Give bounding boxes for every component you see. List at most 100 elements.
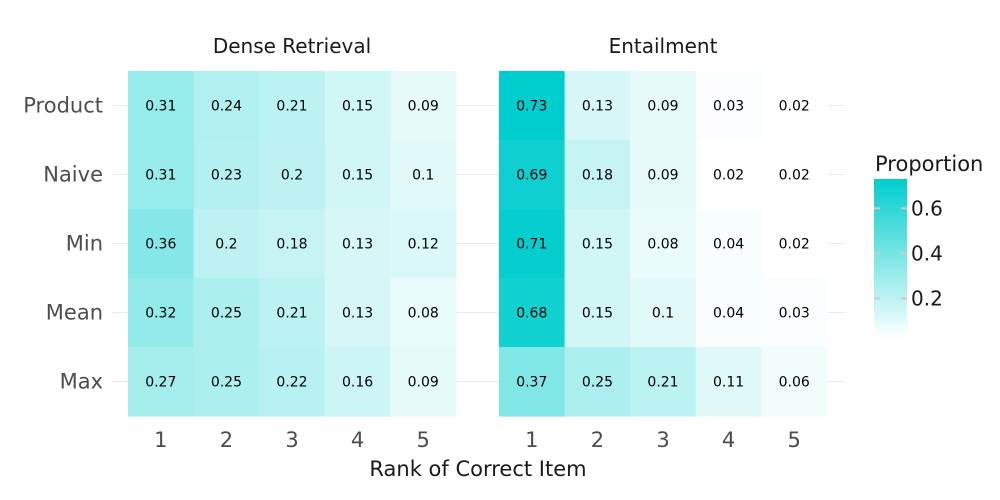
- heatmap-cell: [193, 209, 260, 279]
- heatmap-cell: [324, 71, 391, 141]
- cell-value-label: 0.21: [276, 99, 307, 115]
- heatmap-cell: [499, 71, 566, 141]
- cell-value-label: 0.36: [145, 237, 176, 253]
- heatmap-cell: [630, 71, 697, 141]
- legend-tick-label: 0.4: [911, 241, 943, 265]
- x-tick-label: 3: [285, 428, 298, 452]
- heatmap-cell: [499, 140, 566, 210]
- cell-value-label: 0.1: [652, 306, 674, 322]
- x-axis-title: Rank of Correct Item: [369, 457, 586, 481]
- heatmap-cell: [128, 209, 195, 279]
- cell-value-label: 0.02: [779, 237, 810, 253]
- cell-value-label: 0.09: [647, 168, 678, 184]
- cell-value-label: 0.11: [713, 375, 744, 391]
- cell-value-label: 0.23: [211, 168, 242, 184]
- heatmap-cell: [193, 71, 260, 141]
- heatmap-cell: [564, 209, 631, 279]
- heatmap-cell: [564, 71, 631, 141]
- x-tick-label: 2: [591, 428, 604, 452]
- cell-value-label: 0.09: [647, 99, 678, 115]
- heatmap-cell: [390, 347, 457, 417]
- x-tick-label: 1: [154, 428, 167, 452]
- heatmap-cell: [630, 278, 697, 348]
- heatmap-cell: [259, 209, 326, 279]
- legend-title: Proportion: [875, 152, 983, 176]
- cell-value-label: 0.71: [516, 237, 547, 253]
- x-tick-label: 3: [656, 428, 669, 452]
- heatmap-cell: [390, 209, 457, 279]
- cell-value-label: 0.03: [779, 306, 810, 322]
- cell-value-label: 0.21: [647, 375, 678, 391]
- heatmap-cell: [193, 278, 260, 348]
- cell-value-label: 0.21: [276, 306, 307, 322]
- cell-value-label: 0.02: [779, 168, 810, 184]
- heatmap-cell: [499, 209, 566, 279]
- cell-value-label: 0.15: [342, 168, 373, 184]
- cell-value-label: 0.2: [281, 168, 303, 184]
- x-tick-label: 5: [788, 428, 801, 452]
- cell-value-label: 0.04: [713, 306, 744, 322]
- cell-value-label: 0.03: [713, 99, 744, 115]
- cell-value-label: 0.73: [516, 99, 547, 115]
- x-tick-label: 5: [417, 428, 430, 452]
- heatmap-cell: [695, 140, 762, 210]
- heatmap-cell: [259, 347, 326, 417]
- cell-value-label: 0.69: [516, 168, 547, 184]
- heatmap-cell: [761, 71, 828, 141]
- cell-value-label: 0.25: [582, 375, 613, 391]
- cell-value-label: 0.18: [582, 168, 613, 184]
- heatmap-cell: [324, 209, 391, 279]
- heatmap-cell: [630, 209, 697, 279]
- heatmap-cell: [695, 347, 762, 417]
- x-tick-label: 2: [220, 428, 233, 452]
- cell-value-label: 0.13: [342, 306, 373, 322]
- heatmap-cell: [695, 71, 762, 141]
- cell-value-label: 0.09: [408, 99, 439, 115]
- heatmap-cell: [761, 278, 828, 348]
- cell-value-label: 0.18: [276, 237, 307, 253]
- cell-value-label: 0.13: [582, 99, 613, 115]
- heatmap-cell: [259, 278, 326, 348]
- heatmap-cell: [193, 140, 260, 210]
- cell-value-label: 0.13: [342, 237, 373, 253]
- cell-value-label: 0.68: [516, 306, 547, 322]
- legend-tick-label: 0.6: [911, 196, 943, 220]
- x-tick-label: 1: [525, 428, 538, 452]
- heatmap-cell: [324, 278, 391, 348]
- heatmap-cell: [564, 140, 631, 210]
- cell-value-label: 0.12: [408, 237, 439, 253]
- heatmap-cell: [630, 140, 697, 210]
- cell-value-label: 0.1: [412, 168, 434, 184]
- legend-tick-label: 0.2: [911, 286, 943, 310]
- cell-value-label: 0.27: [145, 375, 176, 391]
- y-tick-label: Product: [23, 94, 103, 118]
- heatmap-cell: [695, 209, 762, 279]
- heatmap-cell: [390, 140, 457, 210]
- cell-value-label: 0.2: [215, 237, 237, 253]
- cell-value-label: 0.08: [647, 237, 678, 253]
- heatmap-cell: [390, 278, 457, 348]
- cell-value-label: 0.25: [211, 306, 242, 322]
- y-tick-label: Naive: [43, 163, 103, 187]
- heatmap-cell: [324, 140, 391, 210]
- cell-value-label: 0.32: [145, 306, 176, 322]
- cell-value-label: 0.04: [713, 237, 744, 253]
- y-tick-label: Max: [60, 370, 103, 394]
- cell-value-label: 0.15: [342, 99, 373, 115]
- heatmap-panels: Dense Retrieval 0.31 0.24 0.21 0.15 0.09 0.31 0…: [128, 34, 828, 417]
- heatmap-cell: [128, 278, 195, 348]
- cell-value-label: 0.15: [582, 237, 613, 253]
- cell-value-label: 0.09: [408, 375, 439, 391]
- heatmap-cell: [564, 278, 631, 348]
- cell-value-label: 0.25: [211, 375, 242, 391]
- heatmap-cell: [761, 347, 828, 417]
- x-tick-label: 4: [722, 428, 735, 452]
- cell-value-label: 0.02: [713, 168, 744, 184]
- heatmap-cell: [128, 347, 195, 417]
- heatmap-cell: [761, 140, 828, 210]
- heatmap-cell: [630, 347, 697, 417]
- panel-title: Entailment: [609, 34, 718, 58]
- y-tick-label: Mean: [46, 301, 103, 325]
- heatmap-cell: [761, 209, 828, 279]
